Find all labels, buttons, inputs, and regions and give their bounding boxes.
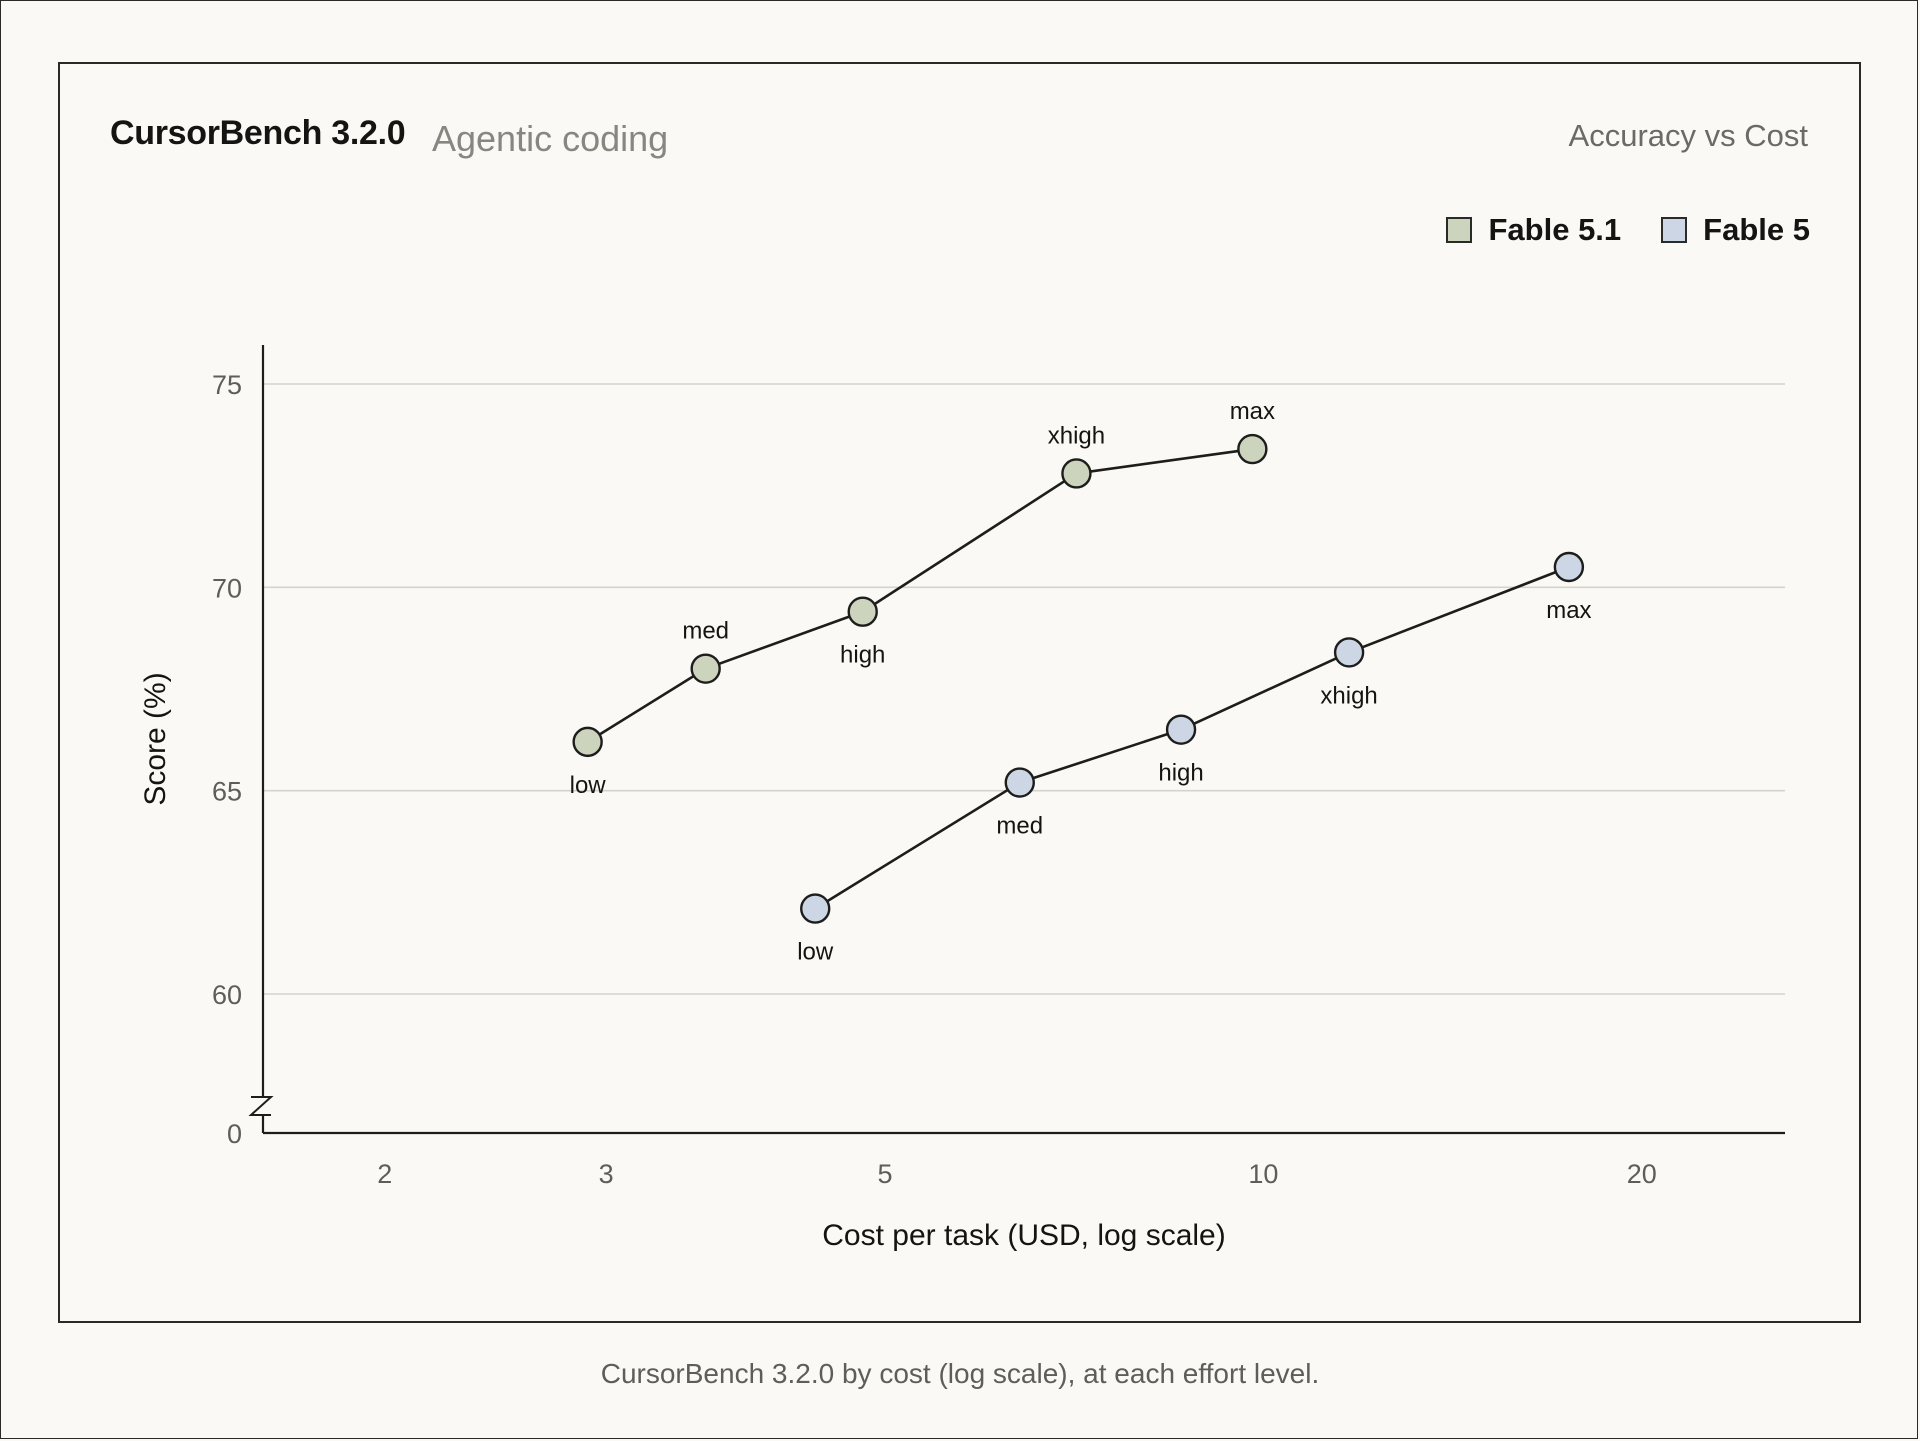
point-label-1-xhigh: xhigh <box>1320 682 1377 709</box>
data-point-0-high <box>847 596 878 627</box>
chart-title: CursorBench 3.2.0 <box>110 114 406 152</box>
data-point-0-xhigh <box>1061 458 1092 489</box>
legend-label-fable-5: Fable 5 <box>1703 212 1810 247</box>
x-tick-label-5: 5 <box>877 1159 892 1189</box>
point-label-0-max: max <box>1230 398 1275 425</box>
point-label-0-low: low <box>570 772 607 799</box>
data-point-1-high <box>1165 714 1197 745</box>
chart-type-label: Accuracy vs Cost <box>1568 118 1808 153</box>
x-axis-title: Cost per task (USD, log scale) <box>822 1219 1225 1252</box>
series-fable-5 <box>800 551 1585 924</box>
label-layer: 60 65 70 75 0 2 3 5 10 20 Cost per task (USD, log … <box>139 370 1657 1252</box>
series-line-0 <box>586 447 1253 743</box>
y-tick-label-60: 60 <box>212 980 242 1010</box>
axis-break-gap <box>259 1096 267 1116</box>
figure-caption: CursorBench 3.2.0 by cost (log scale), a… <box>600 1358 1320 1389</box>
point-label-0-xhigh: xhigh <box>1048 422 1105 449</box>
y-axis-title: Score (%) <box>139 672 172 805</box>
point-label-1-med: med <box>996 813 1043 840</box>
axis-break-marker <box>248 1096 274 1116</box>
x-tick-label-20: 20 <box>1627 1159 1657 1189</box>
axis-layer <box>248 345 1785 1135</box>
legend: Fable 5.1 Fable 5 <box>1446 212 1810 248</box>
y-tick-label-65: 65 <box>212 777 242 807</box>
point-label-0-high: high <box>840 642 885 669</box>
legend-item-fable-5-1[interactable]: Fable 5.1 <box>1446 212 1621 248</box>
series-fable-5-1 <box>572 433 1268 758</box>
legend-item-fable-5[interactable]: Fable 5 <box>1661 212 1810 248</box>
grid-layer <box>263 383 1785 995</box>
data-point-0-low <box>572 726 603 758</box>
x-tick-label-3: 3 <box>599 1159 614 1189</box>
point-label-1-high: high <box>1158 760 1203 787</box>
x-tick-label-10: 10 <box>1248 1159 1278 1189</box>
data-point-1-xhigh <box>1333 637 1365 668</box>
point-label-1-max: max <box>1546 597 1591 624</box>
chart-subtitle: Agentic coding <box>432 118 669 159</box>
y-tick-label-0: 0 <box>227 1119 242 1149</box>
series-layer <box>572 433 1585 924</box>
point-label-0-med: med <box>682 618 729 645</box>
legend-swatch-fable-5 <box>1661 217 1688 243</box>
data-point-1-med <box>1004 767 1035 798</box>
data-point-1-low <box>800 893 831 924</box>
y-tick-label-75: 75 <box>212 370 242 400</box>
point-label-1-low: low <box>797 939 834 966</box>
legend-swatch-fable-5-1 <box>1446 217 1473 243</box>
data-point-0-med <box>690 653 721 684</box>
chart-card <box>58 62 1861 1323</box>
data-point-0-max <box>1237 433 1268 465</box>
legend-label-fable-5-1: Fable 5.1 <box>1488 212 1622 247</box>
x-tick-label-2: 2 <box>377 1159 392 1189</box>
data-point-1-max <box>1553 551 1585 583</box>
y-tick-label-70: 70 <box>212 573 242 603</box>
